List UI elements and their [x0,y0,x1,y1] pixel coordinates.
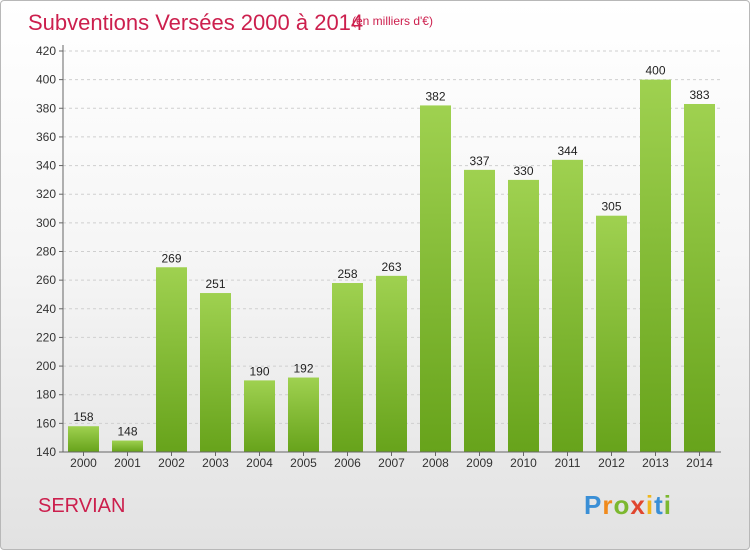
y-tick-label: 140 [36,445,56,459]
bar-2008 [420,105,451,453]
bar-2013 [640,79,671,453]
y-tick-label: 360 [36,130,56,144]
bar-2009 [464,169,495,452]
logo-letter: i [645,490,655,520]
x-tick-label: 2008 [422,456,449,470]
x-tick-label: 2012 [598,456,625,470]
bar-2012 [596,215,627,452]
y-tick-label: 380 [36,101,56,115]
bar-2003 [200,293,231,452]
logo-letter: P [584,490,603,520]
y-tick-label: 280 [36,245,56,259]
bar-2005 [288,377,319,452]
y-tick-label: 340 [36,159,56,173]
y-tick-label: 240 [36,302,56,316]
y-tick-label: 320 [36,187,56,201]
bar-2010 [508,179,539,452]
value-label: 305 [601,200,621,214]
unit-note: (en milliers d'€) [352,14,433,28]
bar-2001 [112,440,143,452]
x-tick-label: 2005 [290,456,317,470]
value-label: 263 [381,260,401,274]
value-label: 383 [689,88,709,102]
logo-letter: r [602,490,614,520]
y-tick-label: 420 [36,44,56,58]
value-label: 330 [513,164,533,178]
bar-2000 [68,426,99,452]
x-tick-label: 2007 [378,456,405,470]
x-tick-label: 2009 [466,456,493,470]
x-tick-label: 2000 [70,456,97,470]
commune-name: SERVIAN [38,495,126,517]
logo-letter: o [613,490,631,520]
bar-2007 [376,275,407,452]
x-tick-label: 2006 [334,456,361,470]
chart-title: Subventions Versées 2000 à 2014 [28,10,364,35]
bar-2006 [332,283,363,452]
y-tick-label: 220 [36,330,56,344]
y-tick-label: 200 [36,359,56,373]
x-tick-label: 2011 [555,456,581,470]
value-label: 192 [293,362,313,376]
value-label: 337 [469,154,489,168]
value-label: 148 [117,425,137,439]
bar-2014 [684,103,715,452]
x-tick-label: 2013 [642,456,669,470]
value-label: 158 [73,410,93,424]
value-label: 190 [249,364,269,378]
value-label: 400 [645,64,665,78]
y-tick-label: 160 [36,416,56,430]
x-tick-label: 2004 [246,456,273,470]
y-tick-label: 180 [36,388,56,402]
logo-letter: x [630,490,646,520]
bar-2004 [244,380,275,452]
value-label: 258 [337,267,357,281]
value-label: 251 [205,277,225,291]
value-label: 344 [557,144,577,158]
x-tick-label: 2003 [202,456,229,470]
bar-2002 [156,267,187,452]
proxiti-logo: Proxiti [584,490,672,521]
y-tick-label: 260 [36,273,56,287]
y-tick-label: 300 [36,216,56,230]
bar-2011 [552,159,583,453]
value-label: 269 [161,251,181,265]
x-tick-label: 2001 [114,456,141,470]
value-label: 382 [425,89,445,103]
x-tick-label: 2002 [158,456,185,470]
x-tick-label: 2014 [686,456,713,470]
logo-letter: t [654,490,664,520]
x-tick-label: 2010 [510,456,537,470]
y-tick-label: 400 [36,73,56,87]
logo-letter: i [663,490,672,520]
